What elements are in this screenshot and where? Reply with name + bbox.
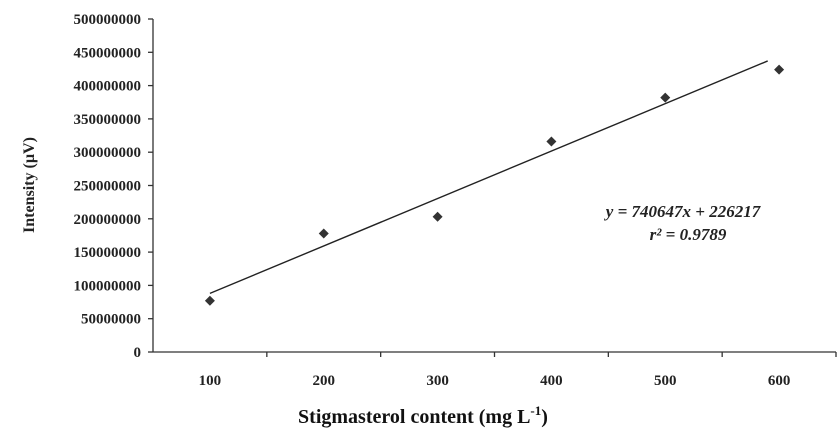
x-tick-label: 100 xyxy=(199,373,222,389)
y-ticks: 0 50000000 100000000 150000000 200000000 2500… xyxy=(74,12,153,361)
data-point xyxy=(660,92,671,103)
r-squared-label: r² = 0.9789 xyxy=(650,225,727,244)
x-tick-label: 500 xyxy=(654,373,677,389)
regression-equation: y = 740647x + 226217 xyxy=(604,202,762,221)
axes xyxy=(152,19,836,353)
x-ticks: 100 200 300 400 500 600 xyxy=(199,352,837,389)
data-point xyxy=(204,295,215,306)
data-point xyxy=(432,211,443,222)
x-axis-label-main: Stigmasterol content (mg L xyxy=(298,406,530,428)
data-point xyxy=(546,136,557,147)
y-tick-label: 100000000 xyxy=(74,278,142,294)
y-tick-label: 250000000 xyxy=(74,179,142,195)
y-tick-label: 350000000 xyxy=(74,112,142,128)
data-point xyxy=(318,228,329,239)
data-point xyxy=(774,64,785,75)
trendline xyxy=(209,60,768,295)
data-points xyxy=(204,64,785,306)
trendline-group xyxy=(209,60,768,295)
y-axis-label: Intensity (µV) xyxy=(21,137,38,233)
y-tick-label: 50000000 xyxy=(81,312,141,328)
x-tick-label: 300 xyxy=(426,373,449,389)
y-tick-label: 500000000 xyxy=(74,12,142,28)
x-axis-label-superscript: -1 xyxy=(530,403,541,418)
y-tick-label: 400000000 xyxy=(74,79,142,95)
y-tick-label: 300000000 xyxy=(74,145,142,161)
y-tick-label: 450000000 xyxy=(74,45,142,61)
y-tick-label: 200000000 xyxy=(74,212,142,228)
x-axis-label: Stigmasterol content (mg L-1) xyxy=(298,403,548,428)
x-tick-label: 400 xyxy=(540,373,563,389)
y-tick-label: 150000000 xyxy=(74,245,142,261)
x-axis-label-suffix: ) xyxy=(541,406,548,428)
x-tick-label: 600 xyxy=(768,373,791,389)
y-tick-label: 0 xyxy=(134,345,142,361)
x-tick-label: 200 xyxy=(313,373,336,389)
